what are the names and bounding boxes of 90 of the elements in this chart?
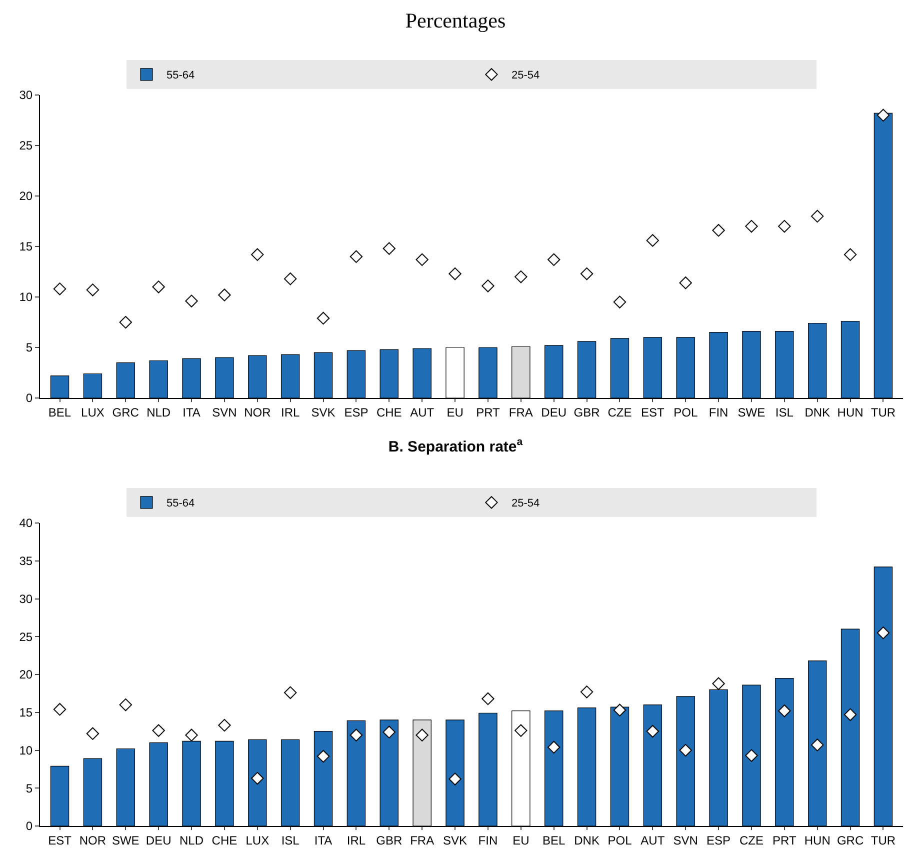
x-tick-label: BEL — [48, 405, 72, 420]
y-tick-label: 35 — [19, 554, 33, 568]
x-tick-label: SVK — [443, 833, 468, 848]
y-tick-label: 10 — [19, 290, 33, 304]
x-tick-label: BEL — [542, 833, 566, 848]
x-tick-label: ESP — [706, 833, 731, 848]
x-tick-label: GBR — [574, 405, 600, 420]
x-tick-label: FRA — [508, 405, 533, 420]
legend-label: 25-54 — [512, 498, 540, 510]
x-tick-label: AUT — [410, 405, 435, 420]
y-tick-label: 0 — [26, 391, 33, 406]
point — [316, 750, 330, 763]
point — [646, 724, 660, 738]
y-tick-label: 30 — [19, 592, 33, 606]
x-tick-label: GRC — [112, 405, 140, 420]
x-tick-label: NLD — [146, 405, 171, 420]
x-tick-label: LUX — [81, 405, 104, 420]
x-tick-label: HUN — [804, 833, 830, 848]
chart-title: B. Separation rate$^{a}$ — [388, 436, 523, 456]
y-tick-label: 10 — [19, 743, 33, 758]
x-tick-label: SVN — [212, 405, 237, 420]
point — [876, 626, 890, 640]
x-tick-label: SWE — [738, 405, 766, 420]
x-tick-label: ITA — [182, 405, 200, 420]
x-tick-label: DEU — [541, 405, 567, 420]
point — [251, 772, 264, 785]
chart-title: Percentages — [405, 8, 506, 33]
y-tick-label: 5 — [26, 340, 33, 355]
x-tick-label: EU — [512, 833, 530, 848]
x-tick-label: IRL — [280, 405, 300, 420]
point — [382, 726, 396, 738]
point — [876, 108, 890, 122]
y-tick-label: 15 — [19, 240, 33, 254]
x-tick-label: SVK — [311, 405, 336, 420]
point — [416, 728, 428, 742]
x-tick-label: PRT — [476, 405, 501, 420]
x-tick-label: CHE — [376, 405, 402, 420]
y-tick-label: 30 — [19, 88, 33, 102]
x-tick-label: SVN — [673, 833, 698, 848]
x-tick-label: NOR — [244, 405, 272, 420]
x-tick-label: SWE — [112, 833, 140, 848]
point — [844, 708, 857, 721]
x-tick-label: DEU — [146, 833, 172, 848]
point — [548, 740, 560, 754]
x-tick-label: ISL — [775, 405, 794, 420]
x-tick-label: NOR — [79, 833, 106, 848]
x-tick-label: FRA — [410, 833, 434, 848]
x-tick-label: EU — [446, 405, 464, 420]
x-tick-label: GBR — [376, 833, 402, 848]
x-tick-label: DNK — [804, 405, 830, 420]
point — [811, 738, 824, 752]
x-tick-label: EST — [640, 405, 665, 420]
x-tick-label: FIN — [478, 833, 498, 848]
x-tick-label: AUT — [640, 833, 666, 848]
y-tick-label: 40 — [19, 516, 33, 530]
point — [778, 704, 791, 718]
y-tick-label: 15 — [19, 706, 33, 720]
point — [679, 744, 692, 757]
x-tick-label: LUX — [246, 833, 270, 848]
y-tick-label: 20 — [19, 668, 33, 682]
legend-label: 55-64 — [166, 70, 195, 82]
x-tick-label: CHE — [212, 833, 238, 848]
y-tick-label: 0 — [26, 819, 33, 834]
x-tick-label: GRC — [836, 833, 864, 848]
x-tick-label: ISL — [281, 833, 300, 848]
x-tick-label: CZE — [608, 405, 632, 420]
x-tick-label: HUN — [837, 405, 864, 420]
y-tick-label: 25 — [19, 138, 33, 153]
point — [350, 728, 363, 742]
x-tick-label: PRT — [772, 833, 797, 848]
y-tick-label: 25 — [19, 630, 33, 644]
x-tick-label: EST — [48, 833, 72, 848]
x-tick-label: ITA — [314, 833, 332, 848]
x-tick-label: NLD — [180, 833, 204, 848]
x-tick-label: TUR — [870, 405, 896, 420]
x-tick-label: CZE — [739, 833, 764, 848]
legend-label: 25-54 — [512, 70, 540, 82]
point — [745, 749, 758, 762]
x-tick-label: POL — [608, 833, 632, 848]
x-tick-label: IRL — [346, 833, 366, 848]
x-tick-label: FIN — [708, 405, 728, 420]
x-tick-label: POL — [674, 405, 698, 420]
x-tick-label: DNK — [574, 833, 600, 848]
y-tick-label: 20 — [19, 189, 33, 204]
x-tick-label: TUR — [870, 833, 896, 848]
point — [448, 772, 462, 786]
x-tick-label: ESP — [344, 405, 368, 420]
legend-label: 55-64 — [166, 498, 195, 510]
point — [613, 704, 626, 716]
y-tick-label: 5 — [26, 781, 33, 796]
